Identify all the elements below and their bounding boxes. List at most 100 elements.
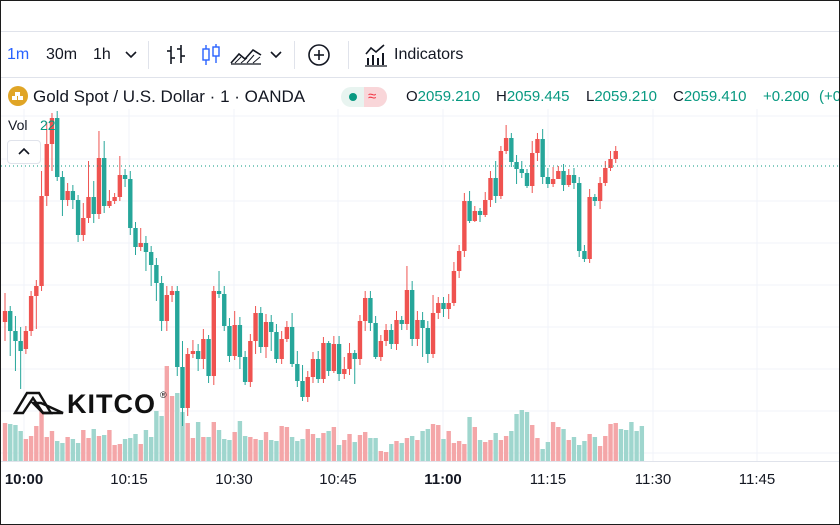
time-tick-label: 11:45	[738, 471, 776, 488]
candle-body	[582, 251, 587, 259]
candle-body	[60, 177, 65, 200]
candle-body	[75, 200, 81, 235]
kitco-logo-icon	[13, 391, 64, 415]
volume-bar	[404, 438, 410, 461]
candle-body	[587, 197, 592, 259]
volume-bar	[550, 422, 556, 461]
volume-bar	[180, 412, 185, 461]
candle-body	[545, 177, 551, 184]
volume-bar	[13, 425, 18, 461]
time-axis[interactable]	[1, 461, 839, 496]
candle-body	[608, 159, 613, 168]
volume-bar	[514, 414, 519, 461]
volume-bar	[446, 431, 451, 461]
candle-body	[227, 326, 232, 356]
candle-body	[451, 271, 457, 303]
candle-body	[430, 313, 436, 354]
volume-bar	[592, 437, 598, 461]
indicators-icon[interactable]	[363, 41, 389, 69]
volume-bar	[117, 444, 123, 461]
volume-bar	[389, 444, 394, 461]
candle-body	[509, 138, 514, 162]
candle-body	[519, 169, 524, 173]
timeframe-1h[interactable]: 1h	[93, 46, 111, 63]
volume-bar	[530, 425, 535, 461]
toolbar-divider	[294, 41, 295, 69]
candle-body	[352, 353, 357, 359]
candle-body	[347, 353, 352, 369]
chart-type-chevron-icon[interactable]	[267, 41, 285, 69]
volume-bar	[524, 412, 530, 461]
volume-bar	[23, 439, 29, 461]
candle-body	[530, 153, 535, 186]
volume-bar	[425, 429, 431, 461]
volume-bar	[300, 439, 305, 461]
volume-bar	[582, 441, 587, 461]
volume-bar	[55, 441, 60, 461]
candle-body	[263, 322, 269, 347]
candle-body	[331, 344, 337, 371]
volume-bar	[65, 437, 70, 461]
candle-body	[284, 327, 290, 339]
candle-body	[389, 330, 394, 344]
candle-body	[70, 191, 76, 200]
candle-body	[326, 343, 331, 371]
candle-body	[577, 183, 582, 251]
ohlc-low: L2059.210	[586, 88, 657, 105]
candle-body	[242, 357, 248, 382]
volume-bar	[284, 427, 290, 461]
candle-body	[456, 251, 462, 271]
volume-bar	[274, 441, 279, 461]
volume-bar	[75, 443, 81, 461]
volume-legend-label[interactable]: Vol	[8, 117, 28, 133]
candle-body	[362, 298, 368, 321]
price-candles	[2, 111, 618, 426]
volume-bar	[242, 436, 248, 461]
symbol-title[interactable]: Gold Spot / U.S. Dollar · 1 · OANDA	[33, 87, 306, 106]
volume-bar	[394, 441, 399, 461]
candle-body	[8, 311, 13, 331]
candle-body	[180, 367, 185, 408]
volume-bar	[86, 438, 91, 461]
chevron-down-icon[interactable]	[122, 41, 140, 69]
candle-body	[336, 344, 342, 374]
volume-bar	[39, 411, 44, 461]
time-tick-label: 11:30	[634, 471, 672, 488]
candle-body	[394, 320, 399, 344]
volume-bar	[190, 438, 196, 461]
indicators-button[interactable]: Indicators	[394, 46, 464, 63]
volume-bar	[227, 440, 232, 461]
volume-bar	[378, 451, 384, 461]
collapse-legend-button[interactable]	[7, 140, 41, 164]
volume-bar	[216, 430, 222, 461]
area-chart-icon[interactable]	[229, 41, 263, 69]
candle-body	[143, 243, 149, 252]
candle-body	[175, 291, 180, 367]
candle-body	[269, 322, 274, 332]
volume-bar	[133, 434, 138, 461]
timeframe-30m[interactable]: 30m	[46, 46, 78, 63]
candle-body	[300, 381, 305, 397]
volume-bar	[566, 440, 571, 461]
candle-body	[597, 183, 603, 201]
volume-bar	[258, 440, 263, 461]
candles-chart-icon[interactable]	[199, 41, 223, 69]
timeframe-1m[interactable]: 1m	[7, 46, 30, 63]
volume-bar	[409, 436, 415, 461]
candle-body	[592, 197, 598, 201]
volume-bar	[503, 436, 509, 461]
candle-body	[49, 118, 55, 144]
add-compare-icon[interactable]	[306, 41, 334, 69]
market-status-pill[interactable]: ≈	[341, 87, 387, 107]
candle-body	[216, 291, 222, 294]
volume-bar	[185, 423, 190, 461]
volume-bar	[222, 439, 227, 461]
volume-bar	[535, 438, 540, 461]
gold-bars-icon	[8, 86, 28, 106]
bar-chart-icon[interactable]	[164, 41, 188, 69]
volume-bar	[608, 424, 613, 461]
time-tick-label: 10:30	[215, 471, 253, 488]
candle-body	[96, 158, 102, 214]
